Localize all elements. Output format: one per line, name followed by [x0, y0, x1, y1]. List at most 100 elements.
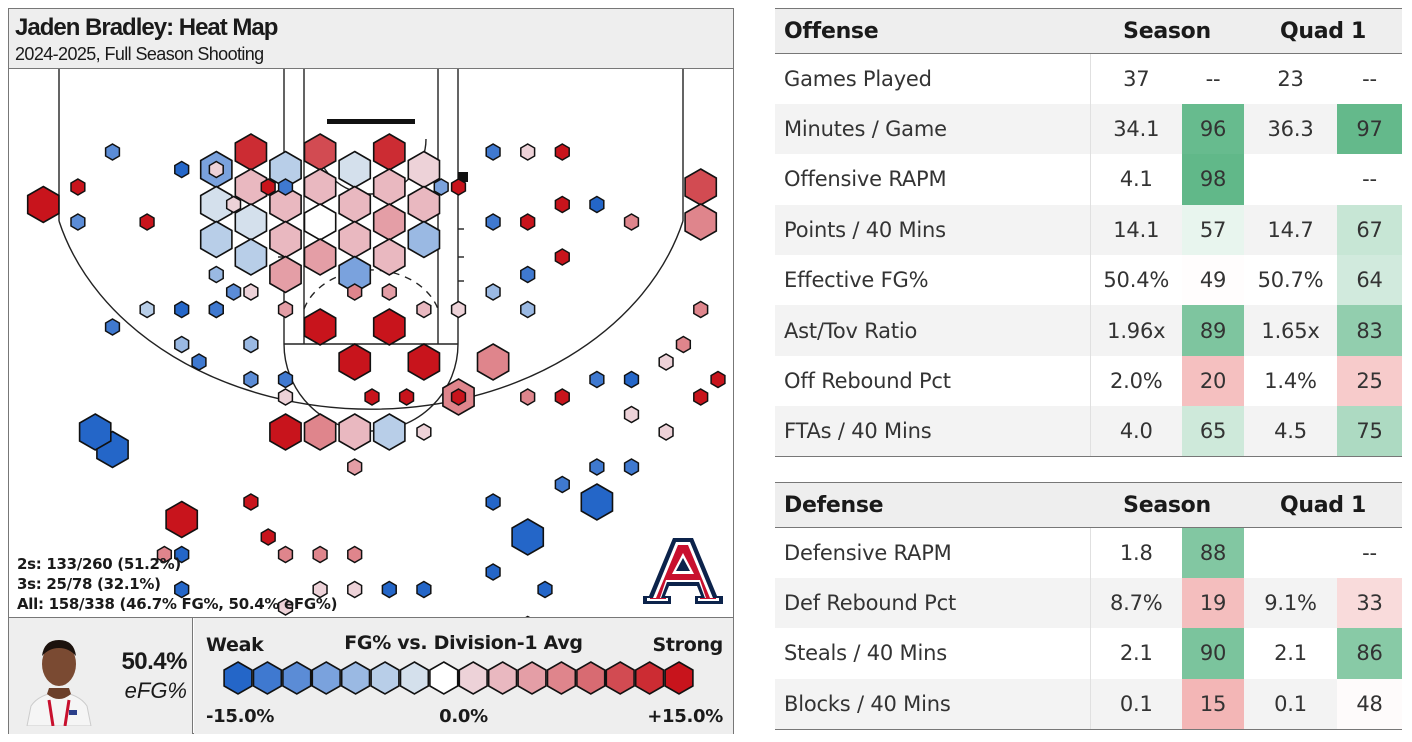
offense-quad-header: Quad 1: [1244, 8, 1402, 54]
legend-swatch: [605, 661, 635, 695]
legend-swatch: [517, 661, 547, 695]
shot-zone-hex: [243, 335, 259, 354]
stat-label: Games Played: [775, 53, 1091, 104]
table-row: Defensive RAPM 1.8 88 --: [775, 527, 1402, 578]
shot-zone-hex: [104, 318, 121, 336]
table-row: Effective FG% 50.4% 49 50.7% 64: [775, 255, 1402, 306]
season-percentile: 65: [1182, 406, 1244, 458]
legend-swatch: [546, 661, 577, 695]
season-value: 1.8: [1119, 540, 1153, 565]
shot-zone-hex: [623, 458, 640, 476]
shot-zone-hex: [199, 220, 233, 259]
legend-mid-label: 0.0%: [439, 706, 488, 727]
offense-section-header: Offense: [775, 8, 1090, 54]
shot-zone-hex: [208, 160, 224, 179]
shot-zone-hex: [303, 238, 337, 276]
season-percentile: 96: [1182, 103, 1244, 155]
shot-zone-hex: [485, 563, 501, 581]
legend-swatch: [576, 661, 606, 695]
bottom-section: 50.4% eFG% Weak FG% vs. Division-1 Avg S…: [9, 617, 733, 734]
shot-zone-hex: [338, 220, 372, 259]
shot-zone-hex: [347, 545, 363, 564]
legend-swatch: [399, 661, 430, 695]
quad-percentile: 25: [1337, 355, 1402, 407]
shot-zone-hex: [520, 388, 536, 406]
shot-zone-hex: [338, 413, 372, 451]
quad-value: 36.3: [1244, 103, 1337, 155]
shot-zone-hex: [372, 203, 406, 241]
quad-percentile: 83: [1337, 305, 1402, 356]
shot-zone-hex: [554, 248, 570, 266]
legend-left-label: Weak: [206, 634, 264, 656]
chart-subtitle: 2024-2025, Full Season Shooting: [15, 44, 264, 64]
stat-label: Offensive RAPM: [775, 154, 1091, 205]
stat-label: FTAs / 40 Mins: [775, 406, 1091, 458]
shot-zone-hex: [381, 283, 397, 301]
chart-title: Jaden Bradley: Heat Map: [15, 14, 278, 41]
season-value: 1.96x: [1090, 305, 1182, 356]
shot-zone-hex: [372, 133, 406, 171]
stat-label: Off Rebound Pct: [775, 355, 1091, 407]
shot-zone-hex: [450, 300, 467, 319]
shot-zone-hex: [580, 483, 614, 521]
quad-percentile: 75: [1337, 406, 1402, 458]
legend-swatch: [252, 661, 283, 695]
quad-value: 4.5: [1244, 406, 1337, 458]
shot-zone-hex: [303, 168, 337, 206]
season-percentile: 19: [1182, 577, 1244, 629]
shot-zone-hex: [78, 413, 112, 451]
shot-zone-hex: [520, 213, 536, 231]
shot-zone-hex: [372, 413, 406, 451]
legend-max-label: +15.0%: [647, 706, 723, 727]
legend-swatch: [487, 661, 518, 695]
shot-zone-hex: [174, 335, 190, 354]
shot-zone-hex: [234, 133, 268, 171]
season-value: 37: [1123, 66, 1150, 91]
shot-zone-hex: [174, 160, 190, 179]
season-value: 4.1: [1119, 167, 1153, 192]
shot-zone-hex: [554, 143, 570, 161]
shot-zone-hex: [338, 185, 372, 224]
defense-section-header: Defense: [775, 482, 1090, 528]
shot-zone-hex: [174, 545, 190, 564]
table-row: Def Rebound Pct 8.7% 19 9.1% 33: [775, 577, 1402, 629]
quad-value: 0.1: [1244, 678, 1337, 730]
shot-zone-hex: [537, 580, 553, 599]
shot-zone-hex: [623, 370, 640, 389]
shot-zone-hex: [243, 283, 259, 301]
arizona-block-a-logo: [643, 538, 723, 604]
shot-zone-hex: [675, 335, 692, 354]
quad-value: [1244, 154, 1337, 204]
defense-table: Defense Season Quad 1 Defensive RAPM 1.8 8…: [775, 482, 1402, 730]
shot-zone-hex: [208, 300, 224, 319]
shot-zone-hex: [277, 545, 294, 564]
table-row: Off Rebound Pct 2.0% 20 1.4% 25: [775, 355, 1402, 407]
shot-zone-hex: [260, 528, 276, 546]
season-percentile: 15: [1182, 678, 1244, 730]
shot-zone-hex: [277, 388, 294, 406]
player-avatar: [26, 640, 92, 726]
quad-percentile: 33: [1337, 577, 1402, 629]
shot-zone-hex: [338, 343, 372, 381]
season-value: 2.0%: [1109, 369, 1163, 394]
shot-zone-hex: [303, 308, 337, 346]
shot-zone-hex: [658, 353, 674, 371]
season-percentile: --: [1205, 66, 1221, 91]
shot-zone-hex: [312, 545, 328, 564]
player-card: 50.4% eFG%: [9, 618, 193, 734]
shot-zone-hex: [303, 133, 337, 171]
shot-zone-hex: [156, 545, 173, 564]
shot-zone-hex: [450, 178, 467, 196]
shot-summary: 2s: 133/260 (51.2%) 3s: 25/78 (32.1%) Al…: [17, 554, 337, 614]
quad-percentile: 64: [1337, 255, 1402, 306]
court-heatmap: [26, 69, 726, 617]
threes-summary: 3s: 25/78 (32.1%): [17, 575, 161, 593]
shot-zone-hex: [554, 388, 570, 406]
shot-zone-hex: [277, 300, 294, 319]
quad-percentile: 67: [1337, 204, 1402, 256]
legend-swatches: [223, 661, 694, 695]
shot-zone-hex: [476, 343, 510, 381]
shot-zone-hex: [234, 238, 268, 276]
season-value: 8.7%: [1090, 577, 1182, 629]
shot-zone-hex: [485, 493, 501, 511]
